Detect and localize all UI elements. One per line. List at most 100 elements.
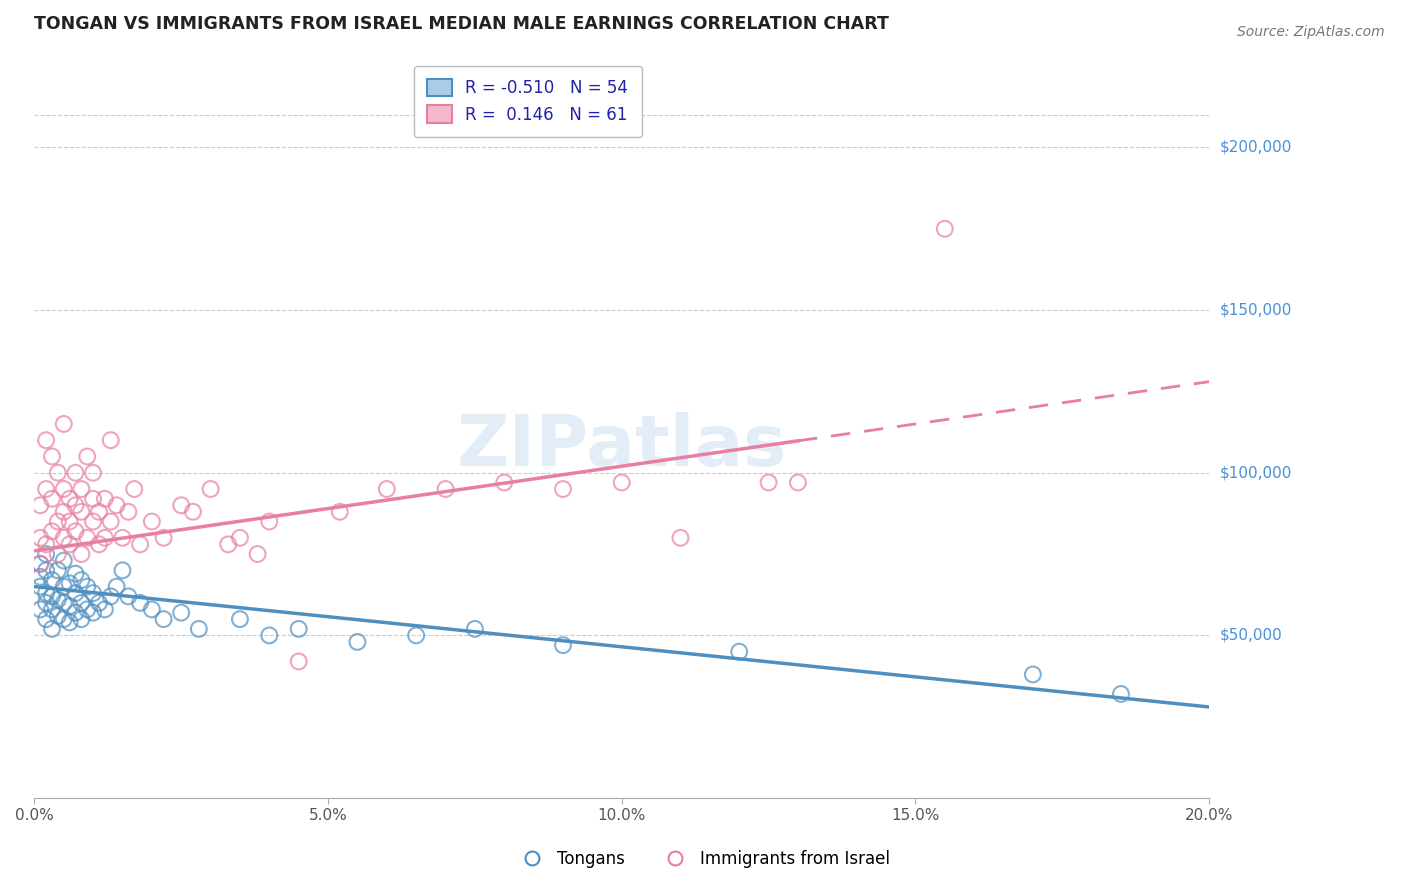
Point xyxy=(111,563,134,577)
Point xyxy=(229,531,252,545)
Point xyxy=(30,602,52,616)
Point xyxy=(246,547,269,561)
Point xyxy=(30,557,52,571)
Point xyxy=(30,498,52,512)
Text: $100,000: $100,000 xyxy=(1220,466,1292,480)
Point xyxy=(141,602,163,616)
Point xyxy=(46,515,69,529)
Point xyxy=(76,580,98,594)
Point xyxy=(65,586,87,600)
Point xyxy=(1022,667,1045,681)
Point xyxy=(117,590,139,604)
Point xyxy=(52,553,75,567)
Point xyxy=(52,482,75,496)
Point xyxy=(105,498,128,512)
Point xyxy=(76,602,98,616)
Point xyxy=(65,606,87,620)
Point xyxy=(94,602,117,616)
Point xyxy=(35,586,58,600)
Point xyxy=(152,531,174,545)
Point xyxy=(346,635,368,649)
Point xyxy=(35,547,58,561)
Point xyxy=(217,537,239,551)
Point xyxy=(41,573,63,587)
Text: $50,000: $50,000 xyxy=(1220,628,1282,643)
Point xyxy=(610,475,633,490)
Point xyxy=(59,576,82,591)
Point xyxy=(65,466,87,480)
Point xyxy=(59,615,82,630)
Point xyxy=(87,537,110,551)
Point xyxy=(59,599,82,614)
Point xyxy=(287,622,309,636)
Point xyxy=(30,557,52,571)
Point xyxy=(434,482,457,496)
Legend: R = -0.510   N = 54, R =  0.146   N = 61: R = -0.510 N = 54, R = 0.146 N = 61 xyxy=(413,66,641,137)
Point xyxy=(35,612,58,626)
Point xyxy=(35,434,58,448)
Point xyxy=(87,596,110,610)
Point xyxy=(30,531,52,545)
Text: ZIPatlas: ZIPatlas xyxy=(457,412,787,481)
Text: Source: ZipAtlas.com: Source: ZipAtlas.com xyxy=(1237,25,1385,39)
Point xyxy=(259,515,281,529)
Point xyxy=(41,524,63,539)
Point xyxy=(181,505,204,519)
Point xyxy=(405,628,427,642)
Point xyxy=(787,475,810,490)
Point xyxy=(41,450,63,464)
Point xyxy=(35,482,58,496)
Point xyxy=(100,590,122,604)
Point xyxy=(76,450,98,464)
Point xyxy=(52,417,75,431)
Point xyxy=(52,505,75,519)
Point xyxy=(70,612,93,626)
Point xyxy=(52,531,75,545)
Point xyxy=(129,596,152,610)
Point xyxy=(229,612,252,626)
Point xyxy=(65,524,87,539)
Point xyxy=(187,622,209,636)
Point xyxy=(35,537,58,551)
Point xyxy=(70,596,93,610)
Point xyxy=(76,531,98,545)
Text: $150,000: $150,000 xyxy=(1220,302,1292,318)
Point xyxy=(141,515,163,529)
Point xyxy=(82,466,104,480)
Point xyxy=(70,505,93,519)
Point xyxy=(934,221,956,235)
Point xyxy=(46,592,69,607)
Point xyxy=(52,596,75,610)
Point xyxy=(35,596,58,610)
Point xyxy=(111,531,134,545)
Point xyxy=(87,505,110,519)
Point xyxy=(35,563,58,577)
Point xyxy=(375,482,398,496)
Point xyxy=(129,537,152,551)
Point xyxy=(122,482,145,496)
Point xyxy=(200,482,222,496)
Point xyxy=(52,580,75,594)
Point xyxy=(52,612,75,626)
Point xyxy=(94,491,117,506)
Point xyxy=(105,580,128,594)
Point xyxy=(259,628,281,642)
Point xyxy=(494,475,516,490)
Point xyxy=(82,586,104,600)
Text: $200,000: $200,000 xyxy=(1220,140,1292,155)
Point xyxy=(329,505,352,519)
Point xyxy=(59,515,82,529)
Point xyxy=(46,466,69,480)
Point xyxy=(46,608,69,623)
Point xyxy=(46,563,69,577)
Point xyxy=(59,491,82,506)
Point xyxy=(117,505,139,519)
Point xyxy=(46,547,69,561)
Point xyxy=(94,531,117,545)
Point xyxy=(65,566,87,581)
Point xyxy=(65,498,87,512)
Point xyxy=(82,515,104,529)
Point xyxy=(152,612,174,626)
Point xyxy=(551,482,574,496)
Point xyxy=(82,491,104,506)
